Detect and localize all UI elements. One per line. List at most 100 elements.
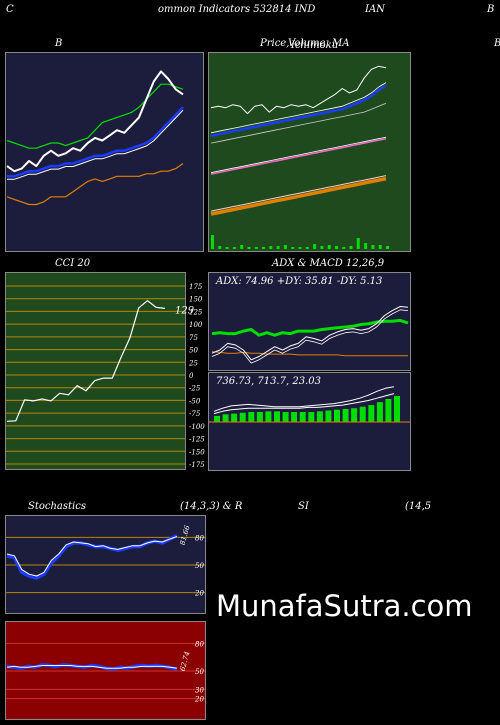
volume-bar xyxy=(386,246,389,249)
volume-bar xyxy=(218,246,222,249)
price-title-a: Price, xyxy=(260,38,290,49)
volume-bar xyxy=(327,245,331,249)
cci-title: CCI 20 xyxy=(55,258,91,269)
volume-bar xyxy=(247,247,251,249)
cci-tick-label: 0 xyxy=(189,372,194,380)
ma-long-outline xyxy=(210,175,387,212)
header-title: ommon Indicators 532814 IND xyxy=(158,4,316,15)
ma-fast-outline xyxy=(210,82,387,134)
bb-price-line xyxy=(6,70,184,173)
header-left: C xyxy=(6,4,14,15)
right-edge-label: B xyxy=(494,38,500,49)
macd-hist-bar xyxy=(291,412,298,422)
volume-bar xyxy=(371,245,375,249)
volume-bar xyxy=(276,246,280,249)
macd-line xyxy=(213,386,395,412)
rsi-tick-label: 80 xyxy=(195,640,204,648)
stoch-title-b: (14,3,3) & R xyxy=(180,501,243,512)
rsi-signal-line xyxy=(6,665,178,669)
macd-hist-bar xyxy=(316,411,323,422)
macd-signal-line xyxy=(213,393,395,415)
macd-hist-bar xyxy=(342,409,349,422)
cci-tick-label: 125 xyxy=(189,308,203,316)
cci-tick-label: 75 xyxy=(189,334,198,342)
cci-frame xyxy=(5,272,186,470)
price-line xyxy=(210,65,387,115)
volume-bar xyxy=(313,244,317,249)
adx-readout: ADX: 74.96 +DY: 35.81 -DY: 5.13 xyxy=(215,276,382,287)
ma-long-line xyxy=(210,176,387,216)
stoch-tick-label: 20 xyxy=(194,590,204,598)
price-title-b: Volume, xyxy=(288,38,329,49)
cci-line xyxy=(6,300,166,422)
macd-hist-bar xyxy=(239,412,246,422)
macd-hist-bar xyxy=(385,399,392,422)
header-right: B xyxy=(487,4,495,15)
volume-bar xyxy=(232,247,236,249)
volume-bar xyxy=(262,247,265,249)
macd-hist-bar xyxy=(376,402,383,422)
macd-hist-bar xyxy=(394,395,400,422)
rsi-tick-label: 30 xyxy=(195,686,204,694)
macd-hist-bar xyxy=(359,406,366,422)
cci-tick-label: 100 xyxy=(189,321,203,329)
macd-hist-bar xyxy=(256,412,263,422)
volume-bar xyxy=(364,243,368,249)
cci-tick-label: 175 xyxy=(189,283,203,291)
cci-tick-label: -50 xyxy=(189,397,201,405)
cci-tick-label: -25 xyxy=(189,385,201,393)
macd-hist-bar xyxy=(351,408,358,422)
stoch-title-a: Stochastics xyxy=(28,501,86,512)
bollinger-frame xyxy=(5,52,204,252)
rsi-title-a: SI xyxy=(298,501,309,512)
volume-bar xyxy=(349,246,353,249)
adx-chart: ADX: 74.96 +DY: 35.81 -DY: 5.13 736.73, … xyxy=(208,272,411,471)
volume-bar xyxy=(342,247,346,249)
cci-chart: 175 150 125 100 75 50 25 0 -25 -50 -75 -100 -125 -150… xyxy=(5,272,205,470)
bb-upper-line xyxy=(6,83,184,149)
volume-bar xyxy=(335,246,338,249)
macd-hist-bar xyxy=(368,405,375,422)
adx-line-shadow xyxy=(211,309,409,364)
volume-bar xyxy=(254,247,258,249)
volume-bar xyxy=(269,246,273,249)
macd-hist-bar xyxy=(334,409,340,422)
macd-hist-bar xyxy=(222,414,229,422)
volume-bar xyxy=(356,238,360,249)
volume-bar xyxy=(378,245,382,249)
cci-tick-label: 25 xyxy=(188,359,198,367)
macd-hist-bar xyxy=(308,412,315,422)
adx-plus-di-line xyxy=(211,318,409,337)
price-title-c: MA xyxy=(332,38,350,49)
bb-mid-outline xyxy=(7,109,184,180)
cci-tick-label: 150 xyxy=(189,296,203,304)
macd-hist-bar xyxy=(274,411,280,422)
volume-bar xyxy=(240,245,244,249)
volume-bar xyxy=(291,247,295,249)
macd-hist-bar xyxy=(325,410,332,422)
cci-tick-label: -100 xyxy=(189,423,205,431)
macd-hist-bar xyxy=(282,412,289,422)
ma-short-outline xyxy=(210,102,387,144)
volume-bar xyxy=(298,247,302,249)
macd-hist-bar xyxy=(214,415,220,422)
bollinger-chart xyxy=(5,52,204,252)
macd-hist-bar xyxy=(248,412,255,422)
cci-tick-label: -75 xyxy=(189,410,201,418)
volume-bar xyxy=(305,247,309,249)
price-title-overlap: Ichimoku xyxy=(291,40,339,51)
macd-hist-bar xyxy=(299,412,306,422)
volume-bar xyxy=(320,246,324,249)
adx-title: ADX & MACD 12,26,9 xyxy=(272,258,385,269)
ma-fast-line xyxy=(210,84,387,138)
header-title-end: IAN xyxy=(365,4,385,15)
cci-tick-label: -125 xyxy=(189,436,205,444)
bollinger-title: B xyxy=(55,38,63,49)
rsi-title-b: (14,5 xyxy=(405,501,432,512)
ma-mid-outline xyxy=(210,136,387,174)
stoch-d-line xyxy=(6,536,178,577)
price-frame xyxy=(208,52,411,252)
cci-value-label: 129 xyxy=(175,305,195,316)
stoch-tick-label: 80 xyxy=(195,534,204,542)
